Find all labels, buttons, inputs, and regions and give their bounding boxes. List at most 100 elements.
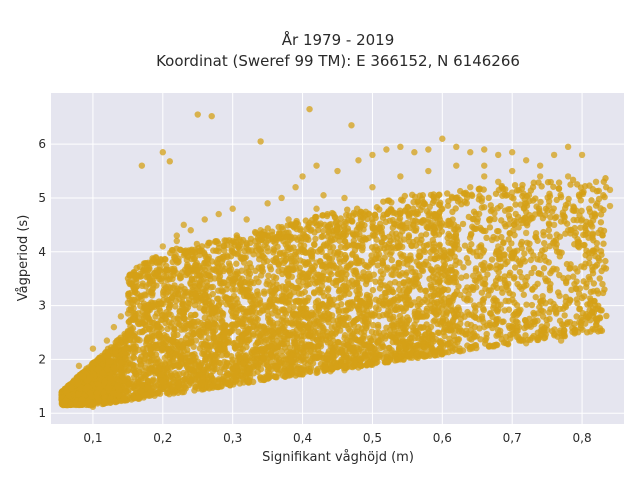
data-point	[267, 266, 275, 273]
data-point	[232, 370, 240, 378]
data-point	[579, 326, 586, 333]
data-point	[391, 209, 398, 217]
data-point	[537, 298, 544, 305]
data-point	[522, 157, 530, 164]
data-point	[472, 225, 480, 232]
data-point	[149, 333, 156, 340]
data-point	[331, 323, 339, 330]
data-point	[311, 241, 318, 249]
data-point	[577, 217, 585, 224]
data-point	[527, 323, 535, 330]
data-point	[166, 276, 173, 283]
data-point	[415, 201, 422, 208]
data-point	[418, 236, 425, 244]
data-point	[564, 173, 572, 180]
data-point	[581, 182, 589, 190]
data-point	[430, 197, 438, 204]
data-point	[586, 300, 593, 307]
data-point	[265, 272, 272, 279]
data-point	[522, 229, 530, 237]
data-point	[380, 343, 387, 351]
data-point	[545, 226, 552, 234]
data-point	[472, 265, 480, 272]
data-point	[204, 242, 211, 249]
data-point	[480, 186, 487, 193]
data-point	[585, 273, 593, 281]
data-point	[513, 302, 521, 309]
data-point	[505, 236, 512, 243]
data-point	[410, 198, 417, 206]
data-point	[251, 304, 258, 312]
data-point	[224, 253, 231, 261]
data-point	[346, 343, 353, 351]
data-point	[565, 195, 572, 203]
data-point	[134, 395, 142, 402]
data-point	[229, 248, 236, 255]
data-point	[477, 336, 484, 343]
data-point	[387, 307, 394, 314]
data-point	[132, 271, 140, 279]
data-point	[498, 182, 505, 190]
chart-title: År 1979 - 2019	[282, 30, 395, 49]
data-point	[550, 151, 558, 159]
data-point	[606, 202, 614, 210]
data-point	[219, 288, 227, 295]
data-point	[505, 212, 513, 219]
data-point	[427, 265, 435, 273]
data-point	[446, 254, 454, 262]
data-point	[226, 382, 234, 389]
data-point	[536, 173, 544, 180]
data-point	[202, 287, 209, 295]
data-point	[525, 245, 533, 252]
data-point	[278, 194, 285, 202]
data-point	[445, 340, 453, 347]
data-point	[452, 327, 460, 334]
data-point	[165, 319, 173, 326]
data-point	[590, 280, 598, 287]
data-point	[328, 255, 336, 262]
data-point	[247, 278, 255, 286]
data-point	[245, 293, 252, 300]
data-point	[369, 183, 376, 191]
data-point	[234, 307, 242, 314]
data-point	[165, 374, 173, 381]
data-point	[460, 264, 467, 271]
data-point	[529, 183, 537, 191]
data-point	[566, 318, 574, 326]
data-point	[583, 247, 590, 254]
data-point	[408, 265, 415, 272]
data-point	[550, 205, 557, 212]
data-point	[146, 265, 153, 272]
data-point	[479, 280, 486, 287]
data-point	[176, 286, 183, 293]
data-point	[389, 315, 396, 323]
data-point	[571, 224, 578, 232]
data-point	[473, 283, 480, 291]
data-point	[243, 241, 251, 248]
data-point	[258, 264, 266, 271]
data-point	[542, 275, 549, 282]
data-point	[553, 308, 560, 316]
data-point	[223, 351, 230, 359]
data-point	[337, 259, 344, 266]
data-point	[553, 266, 560, 273]
data-point	[305, 223, 312, 231]
data-point	[599, 289, 607, 297]
data-point	[592, 178, 600, 186]
data-point	[571, 330, 578, 337]
data-point	[391, 278, 399, 286]
data-point	[516, 268, 524, 276]
data-point	[201, 329, 208, 336]
data-point	[285, 272, 292, 280]
data-point	[341, 290, 348, 297]
data-point	[294, 365, 302, 373]
data-point	[431, 255, 438, 263]
data-point	[502, 339, 509, 347]
data-point	[373, 204, 381, 211]
data-point	[184, 339, 192, 347]
data-point	[312, 214, 319, 221]
data-point	[345, 305, 352, 313]
data-point	[393, 303, 401, 311]
data-point	[415, 284, 423, 291]
data-point	[260, 258, 268, 266]
